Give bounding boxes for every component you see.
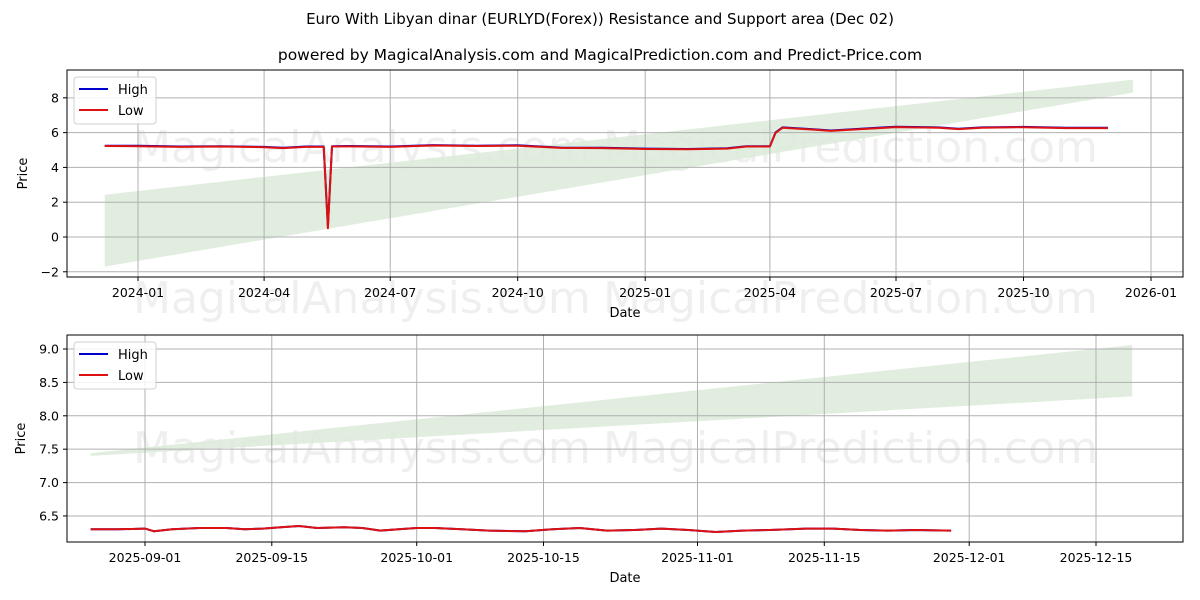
chart-subtitle: powered by MagicalAnalysis.com and Magic…: [277, 46, 923, 64]
grid: 6.5 7.0 7.5 8.0 8.5 9.0 2025-09-01 2025-09-15 20…: [39, 335, 1183, 565]
x-tick-label: 2024-01: [112, 285, 164, 300]
x-tick-label: 2025-09-01: [109, 550, 182, 565]
y-tick-label: 2: [51, 195, 59, 210]
watermark-text: MagicalPrediction.com: [603, 423, 1098, 474]
x-tick-label: 2025-07: [870, 285, 922, 300]
x-axis-label: Date: [609, 571, 640, 586]
x-tick-label: 2024-04: [238, 285, 290, 300]
y-tick-label: 6.5: [39, 508, 59, 523]
y-tick-label: 9.0: [39, 342, 59, 357]
chart-panel-1: MagicalAnalysis.com MagicalPrediction.com…: [16, 69, 1184, 324]
y-tick-label: 8.5: [39, 375, 59, 390]
x-tick-label: 2025-10-15: [507, 550, 580, 565]
y-tick-label: 4: [51, 160, 59, 175]
grid: −2 0 2 4 6 8 2024-01 2024-04 2024-07 2024-10 2025-…: [41, 70, 1183, 300]
watermark: MagicalAnalysis.com MagicalPrediction.com: [133, 423, 1098, 474]
y-tick-label: 6: [51, 125, 59, 140]
x-axis-label: Date: [609, 306, 640, 321]
x-tick-label: 2024-10: [492, 285, 544, 300]
y-axis-label: Price: [14, 423, 29, 455]
support-resistance-band: [104, 79, 1133, 267]
y-tick-label: −2: [41, 264, 59, 279]
y-tick-label: 7.5: [39, 442, 59, 457]
legend-label-low: Low: [118, 104, 144, 119]
x-tick-label: 2025-09-15: [235, 550, 308, 565]
x-tick-label: 2025-04: [744, 285, 796, 300]
y-tick-label: 8: [51, 90, 59, 105]
plot-frame: [66, 334, 1184, 543]
x-tick-label: 2025-11-15: [788, 550, 861, 565]
x-tick-label: 2025-10-01: [380, 550, 453, 565]
watermark-text: MagicalAnalysis.com: [133, 273, 591, 324]
x-tick-label: 2026-01: [1125, 285, 1177, 300]
x-tick-label: 2025-10: [997, 285, 1049, 300]
x-tick-label: 2025-12-15: [1060, 550, 1133, 565]
legend: High Low: [73, 76, 157, 125]
x-tick-label: 2025-11-01: [661, 550, 734, 565]
y-tick-label: 7.0: [39, 475, 59, 490]
y-tick-label: 8.0: [39, 408, 59, 423]
watermark: MagicalAnalysis.com MagicalPrediction.com…: [133, 122, 1098, 324]
y-tick-label: 0: [51, 229, 59, 244]
support-resistance-band: [90, 345, 1133, 456]
legend-label-high: High: [118, 83, 148, 98]
x-tick-label: 2025-01: [619, 285, 671, 300]
series-line-low: [104, 126, 1108, 230]
y-axis-label: Price: [16, 158, 31, 190]
series-line-low: [90, 525, 952, 533]
x-tick-label: 2024-07: [364, 285, 416, 300]
x-tick-label: 2025-12-01: [933, 550, 1006, 565]
chart-panel-2: MagicalAnalysis.com MagicalPrediction.com…: [14, 334, 1184, 586]
watermark-text: MagicalPrediction.com: [603, 273, 1098, 324]
plot-frame: [66, 69, 1184, 278]
legend: High Low: [73, 341, 157, 390]
chart-title: Euro With Libyan dinar (EURLYD(Forex)) R…: [306, 10, 894, 28]
legend-label-high: High: [118, 348, 148, 363]
legend-label-low: Low: [118, 369, 144, 384]
